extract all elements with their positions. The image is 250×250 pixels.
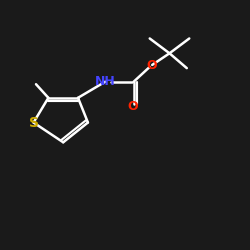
Text: O: O	[146, 59, 157, 72]
Text: S: S	[28, 116, 38, 130]
Text: NH: NH	[95, 75, 116, 88]
Text: O: O	[127, 100, 138, 113]
